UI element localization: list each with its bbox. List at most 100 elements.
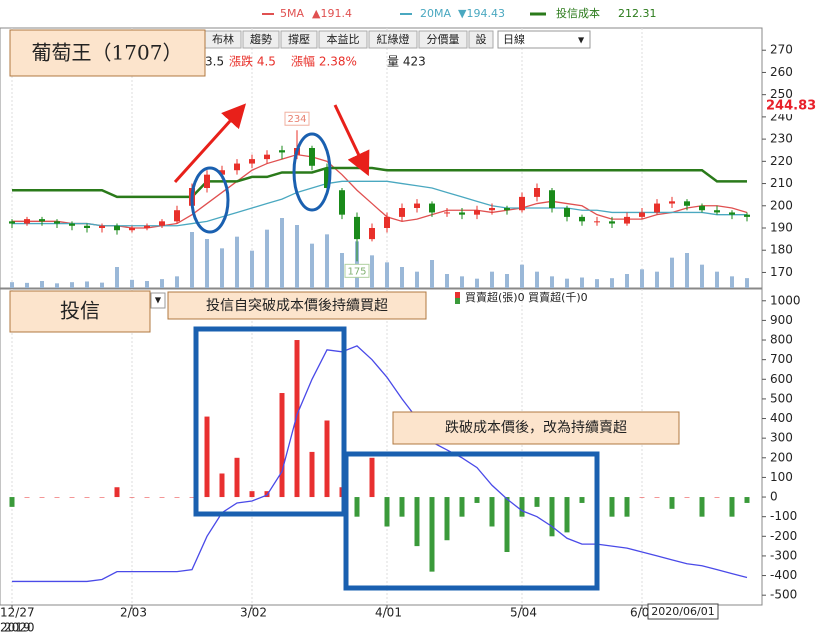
trust-bar [234,457,240,498]
trust-bar [744,497,750,503]
trust-bar [84,497,90,498]
marks: 170180190200210220230240250260270-500-40… [0,28,801,635]
toolbar-label[interactable]: 布林 [212,32,234,46]
panel-label-box [9,290,151,333]
candle-body [114,225,120,231]
volume-bar [565,278,569,288]
candle-body [144,225,150,228]
trust-bar [309,451,315,498]
trust-bar [459,497,465,517]
info-pct: 漲幅 2.38% [291,54,357,69]
volume-bar [205,239,209,288]
trust-bar [39,497,45,498]
candle-body [549,190,555,208]
line-0 [12,154,748,229]
trust-bar [189,497,195,498]
annotation: 投信自突破成本價後持續買超 [206,297,388,314]
select-box[interactable] [497,30,591,49]
stock-label-box [9,29,206,77]
y-tick-label: 190 [770,221,793,235]
dropdown-arrow[interactable]: ▼ [155,296,162,305]
toolbar-label[interactable]: 撐壓 [288,32,310,46]
high-label-box [284,111,310,126]
trust-bar [54,497,60,498]
panel-legend: 買賣超(張)0 買賣超(千)0 [465,290,588,304]
trust-bar [174,497,180,498]
volume-bar [715,271,719,288]
trust-bar [444,497,450,541]
volume-bar [310,243,314,288]
volume-bar [505,274,509,288]
volume-bar [610,278,614,288]
volume-bar [415,271,419,288]
trust-bar [654,497,660,498]
trust-bar [219,473,225,498]
highlight-ellipse [292,132,332,212]
candle-body [744,214,750,217]
legend-icon [455,292,460,298]
select-text[interactable]: 日線 [503,32,525,46]
trust-bar [279,393,285,498]
volume-bar [85,281,89,288]
candle-body [99,225,105,228]
volume-bar [220,248,224,288]
info-volume: 量 423 [387,55,426,69]
x-tick-label: 4/01 [375,606,402,620]
toolbar-label[interactable]: 本益比 [327,32,360,46]
panel-dropdown[interactable] [150,292,166,309]
trust-bar [129,497,135,498]
period-select[interactable]: 日線 ▼ [497,30,591,49]
annotation: 跌破成本價後，改為持續賣超 [445,419,627,436]
toolbar-label[interactable]: 設 [476,32,487,46]
cursor-date: 2020/06/01 [651,605,714,618]
candle-body [24,219,30,224]
volume-bar [475,278,479,288]
volume-bar [685,253,689,288]
volume-bar [700,264,704,288]
trust-bar [249,491,255,498]
candle-body [519,196,525,211]
volume-bar [160,279,164,288]
candle-body [369,228,375,240]
trust-bar [384,497,390,527]
toolbar-label[interactable]: 紅綠燈 [377,32,410,46]
select-arrow[interactable]: ▼ [578,36,585,45]
annotation-box [392,411,680,445]
volume-bar [670,257,674,288]
toolbar-label[interactable]: 趨勢 [250,32,272,46]
toolbar-button[interactable] [468,30,494,49]
y-tick-label: 270 [770,43,793,57]
candle-body [309,148,315,166]
y-tick-label: -500 [770,588,797,602]
toolbar-button[interactable] [242,30,280,49]
trust-bar [519,497,525,517]
toolbar-button[interactable] [318,30,368,49]
candle-body [39,219,45,222]
candle-body [534,188,540,197]
line-1 [12,180,747,227]
year-label: 2020 [4,621,35,635]
y-tick-label: 1000 [770,293,801,307]
volume-bar [340,253,344,288]
candle-body [639,212,645,217]
toolbar-button[interactable] [368,30,418,49]
trust-bar [579,497,585,503]
toolbar-button[interactable] [418,30,468,49]
candle-body [54,221,60,224]
volume-bar [280,218,284,288]
y-tick-label: 200 [770,450,793,464]
trust-bar [564,497,570,533]
trust-bar [354,497,360,517]
last-price: 244.83 [766,99,816,114]
candle-body [459,212,465,215]
trust-bar [669,497,675,509]
volume-bar [595,279,599,288]
volume-bar [445,274,449,288]
toolbar-button[interactable] [280,30,318,49]
cumulative-line [12,345,748,583]
y-tick-label: 260 [770,65,793,79]
legend-label: 5MA [280,7,304,20]
y-tick-label: -200 [770,529,797,543]
toolbar-label[interactable]: 分價量 [427,32,460,46]
